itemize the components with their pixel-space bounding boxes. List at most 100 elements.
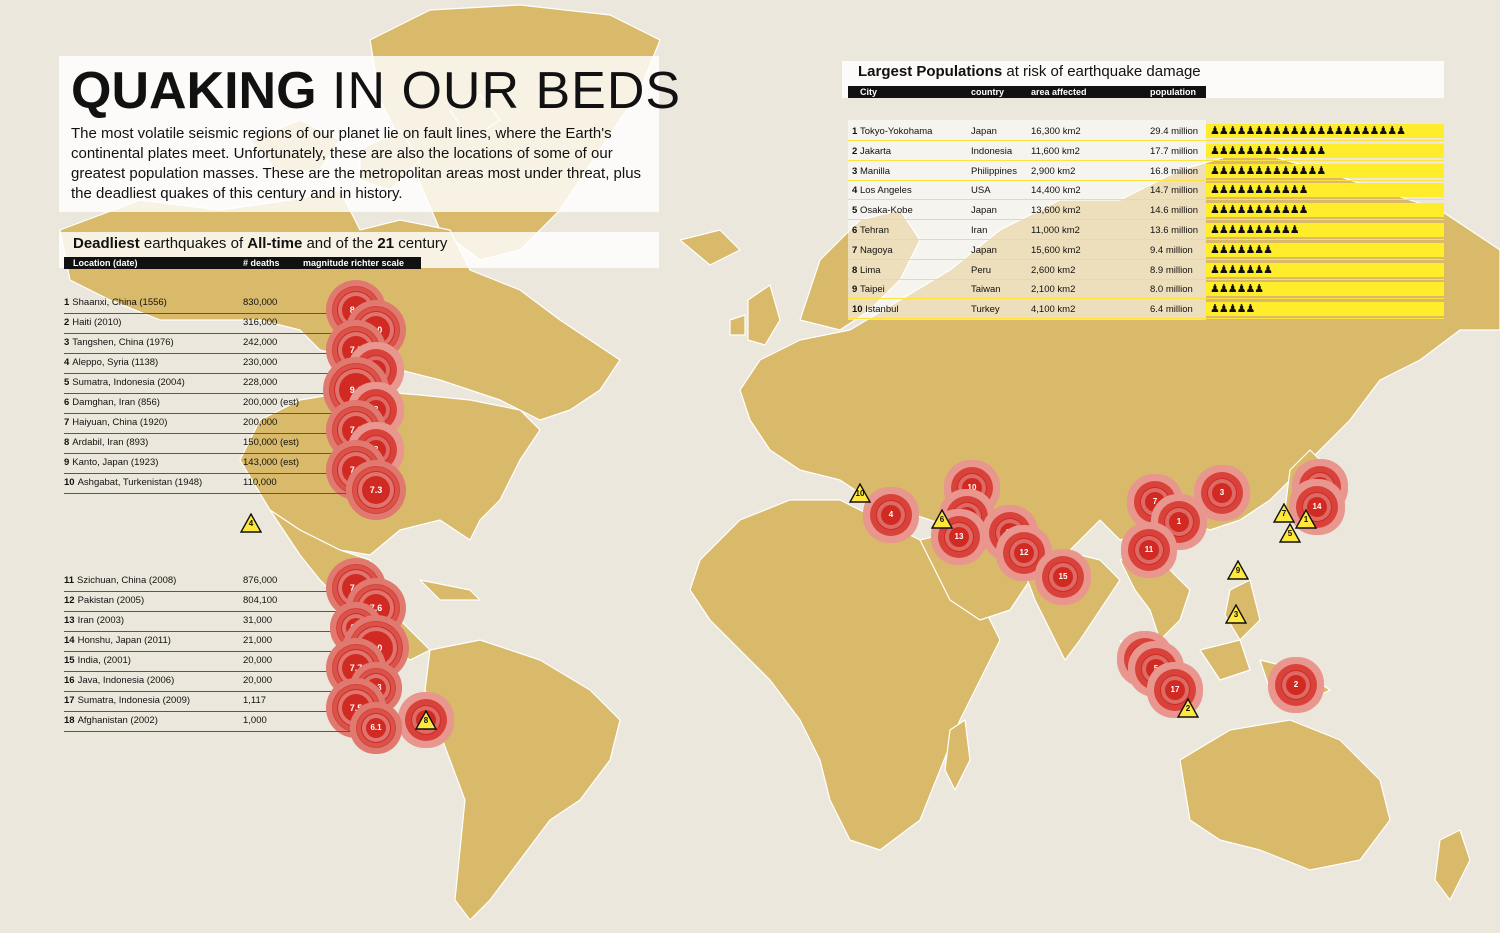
quake-rank: 2: [64, 317, 70, 328]
city-population: 14.6 million: [1150, 205, 1199, 217]
quake-deaths: 20,000: [243, 655, 273, 666]
quake-deaths: 31,000: [243, 615, 273, 626]
quake-place: Afghanistan: [77, 715, 128, 726]
population-row: 6 Tehran Iran 11,000 km2 13.6 million ♟♟♟♟♟♟…: [848, 221, 1444, 240]
population-pictogram: ♟♟♟♟♟♟♟: [1210, 263, 1273, 276]
city-marker-number: 1: [1303, 515, 1309, 524]
quake-place: Szichuan: [77, 575, 117, 586]
city-marker-number: 9: [1235, 566, 1241, 575]
page-title: QUAKING IN OUR BEDS: [71, 60, 680, 122]
quake-date: , China (2008): [116, 575, 177, 586]
city-name: 1 Tokyo-Yokohama: [852, 122, 932, 141]
india: [1019, 549, 1121, 661]
quake-place: Sumatra: [72, 377, 109, 388]
map-quake-marker: 14: [1307, 497, 1327, 517]
city-name: 6 Tehran: [852, 221, 889, 240]
row-underline: [848, 258, 1444, 260]
magnitude-marker: 6.1: [366, 718, 386, 738]
quake-rank: 5: [64, 377, 70, 388]
population-pictogram: ♟♟♟♟♟♟: [1210, 283, 1264, 296]
quake-date: , Indonesia (2004): [108, 377, 185, 388]
city-name: 9 Taipei: [852, 280, 885, 299]
population-pictogram: ♟♟♟♟♟♟♟♟♟♟♟♟♟: [1210, 144, 1326, 157]
population-pictogram: ♟♟♟♟♟♟♟♟♟♟♟: [1210, 184, 1308, 197]
map-quake-marker: 4: [881, 505, 901, 525]
city-population: 8.9 million: [1150, 264, 1193, 276]
city-name: 3 Manilla: [852, 162, 890, 181]
quake-place: Java: [77, 675, 98, 686]
quake-place: Kanto: [72, 457, 98, 468]
quake-deaths: 228,000: [243, 377, 278, 388]
map-quake-marker: 18: [1000, 523, 1020, 543]
quake-row: 4 Aleppo, Syria (1138) 230,000: [64, 354, 364, 374]
population-bar: [1206, 302, 1444, 317]
quake-location: 1 Shaanxi, China (1556): [64, 294, 167, 311]
city-rank: 7: [852, 244, 860, 256]
city-area: 14,400 km2: [1031, 185, 1081, 197]
map-quake-marker: 17: [1165, 680, 1185, 700]
city-label: Lima: [859, 264, 881, 276]
quake-location: 13 Iran (2003): [64, 612, 124, 629]
caribbean: [419, 579, 481, 601]
population-pictogram: ♟♟♟♟♟♟♟♟♟♟♟♟♟♟♟♟♟♟♟♟♟♟: [1210, 125, 1406, 137]
quake-rank: 7: [64, 417, 70, 428]
quake-date: , China (1920): [107, 417, 168, 428]
quake-deaths: 242,000: [243, 337, 278, 348]
row-underline: [848, 239, 1444, 240]
map-quake-marker: 7: [1145, 492, 1165, 512]
quake-deaths: 876,000: [243, 575, 278, 586]
quake-rank: 10: [64, 477, 75, 488]
city-country: Peru: [971, 264, 992, 276]
magnitude-marker: ?: [366, 360, 386, 380]
row-underline: [848, 179, 1444, 181]
population-bar: [1206, 203, 1444, 218]
quake-location: 11 Szichuan, China (2008): [64, 572, 176, 589]
quake-place: Pakistan: [77, 595, 115, 606]
quake-place: Sumatra: [77, 695, 114, 706]
map-quake-marker: 1: [1169, 512, 1189, 532]
quake-rank: 16: [64, 675, 75, 686]
city-rank: 4: [852, 185, 860, 197]
city-area: 4,100 km2: [1031, 304, 1076, 316]
quake-row: 18 Afghanistan (2002) 1,000: [64, 712, 364, 732]
new-zealand: [1434, 829, 1471, 901]
quake-deaths: 150,000 (est): [243, 437, 299, 448]
population-pictogram: ♟♟♟♟♟♟♟♟♟♟: [1210, 224, 1300, 236]
quake-date: , China (1976): [113, 337, 174, 348]
magnitude-marker: 7.5: [342, 336, 370, 364]
magnitude-marker: 7.6: [362, 594, 390, 622]
australia: [1179, 719, 1391, 871]
quake-date: , Japan (2011): [110, 635, 171, 646]
city-label: Osaka-Kobe: [859, 205, 913, 217]
quake-place: Shaanxi: [72, 297, 107, 308]
quake-deaths: 110,000: [243, 477, 277, 488]
city-area: 2,100 km2: [1031, 284, 1076, 296]
quake-row: 10 Ashgabat, Turkenistan (1948) 110,000: [64, 474, 364, 494]
city-population: 9.4 million: [1150, 244, 1193, 256]
magnitude-marker: ?: [366, 400, 386, 420]
quake-date: (2005): [114, 595, 145, 606]
iceland: [679, 229, 741, 266]
city-marker-number: 8: [423, 716, 429, 725]
city-rank: 6: [852, 225, 860, 236]
quake-row: 9 Kanto, Japan (1923) 143,000 (est): [64, 454, 364, 474]
quake-place: Damghan: [72, 397, 114, 408]
quake-row: 16 Java, Indonesia (2006) 20,000: [64, 672, 364, 692]
city-area: 16,300 km2: [1031, 126, 1081, 137]
city-area: 2,600 km2: [1031, 264, 1076, 276]
quake-row: 1 Shaanxi, China (1556) 830,000: [64, 294, 364, 314]
quake-location: 7 Haiyuan, China (1920): [64, 414, 167, 431]
quake-row: 2 Haiti (2010) 316,000: [64, 314, 364, 334]
quake-rank: 14: [64, 635, 75, 646]
quake-place: Tangshen: [72, 337, 114, 348]
city-country: Philippines: [971, 165, 1017, 177]
city-population: 13.6 million: [1150, 225, 1199, 236]
city-area: 15,600 km2: [1031, 244, 1081, 256]
quake-location: 9 Kanto, Japan (1923): [64, 454, 158, 471]
city-label: Jakarta: [859, 145, 892, 157]
city-rank: 2: [852, 145, 860, 157]
city-label: Manilla: [859, 165, 891, 177]
quake-date: , Indonesia (2009): [113, 695, 191, 706]
map-quake-marker: 12: [1014, 543, 1034, 563]
